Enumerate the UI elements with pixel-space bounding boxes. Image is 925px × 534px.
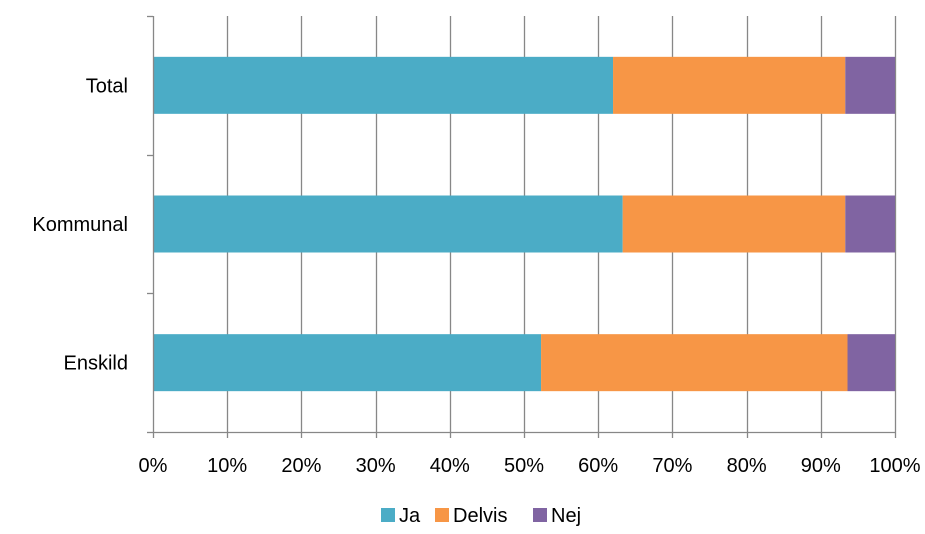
- x-tick-label: 40%: [430, 455, 470, 477]
- axes: [147, 15, 897, 438]
- x-tick-label: 70%: [652, 455, 692, 477]
- legend-label-nej: Nej: [551, 505, 581, 527]
- x-tick-label: 80%: [727, 455, 767, 477]
- x-tick-label: 20%: [281, 455, 321, 477]
- bar-delvis-kommunal: [622, 195, 846, 253]
- x-tick-label: 90%: [801, 455, 841, 477]
- legend-swatch-ja: [381, 508, 395, 522]
- legend-label-ja: Ja: [399, 505, 421, 527]
- bar-nej-kommunal: [845, 195, 895, 253]
- bar-ja-kommunal: [153, 195, 623, 253]
- bar-delvis-enskild: [541, 334, 848, 392]
- x-tick-label: 0%: [139, 455, 168, 477]
- x-tick-label: 50%: [504, 455, 544, 477]
- labels: 0% 10% 20% 30% 40% 50% 60% 70% 80% 90% 100% Total Ko…: [32, 75, 920, 477]
- legend-swatch-nej: [533, 508, 547, 522]
- legend: Ja Delvis Nej: [381, 505, 581, 527]
- x-tick-label: 100%: [869, 455, 920, 477]
- bar-ja-total: [153, 56, 614, 114]
- bar-ja-enskild: [153, 334, 542, 392]
- bar-nej-total: [845, 56, 895, 114]
- x-tick-label: 10%: [207, 455, 247, 477]
- bar-delvis-total: [613, 56, 846, 114]
- category-label: Kommunal: [32, 214, 128, 236]
- bars: [153, 56, 895, 392]
- legend-swatch-delvis: [435, 508, 449, 522]
- bar-nej-enskild: [847, 334, 895, 392]
- legend-label-delvis: Delvis: [453, 505, 507, 527]
- category-label: Enskild: [64, 353, 128, 375]
- category-label: Total: [86, 75, 128, 97]
- x-tick-label: 30%: [356, 455, 396, 477]
- x-tick-label: 60%: [578, 455, 618, 477]
